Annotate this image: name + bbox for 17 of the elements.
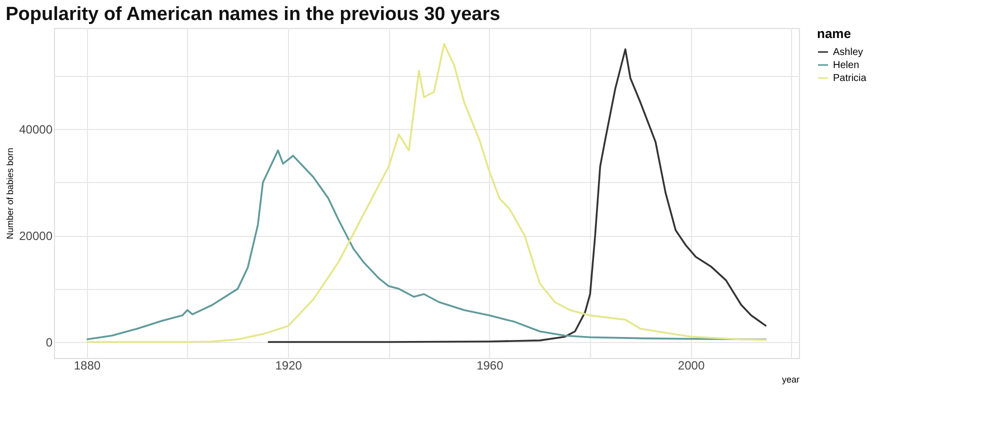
x-tick-label: 1880	[74, 358, 101, 372]
x-tick-label: 1960	[476, 358, 504, 372]
legend-label: Ashley	[833, 47, 864, 58]
chart-title: Popularity of American names in the previous 30 years	[6, 4, 500, 25]
legend-label: Helen	[833, 60, 860, 71]
y-tick-label: 40000	[19, 122, 53, 137]
y-tick-label: 20000	[19, 229, 53, 244]
line-series	[86, 43, 768, 343]
y-tick-label: 0	[46, 336, 53, 350]
y-axis-title: Number of babies born	[5, 148, 16, 240]
legend-title: name	[817, 26, 851, 41]
x-tick-label: 1920	[275, 358, 302, 372]
x-tick-label: 2000	[678, 358, 705, 372]
line-series	[267, 48, 768, 343]
line-series	[86, 150, 768, 340]
legend-label: Patricia	[833, 73, 867, 84]
x-axis-title: year	[782, 374, 800, 384]
